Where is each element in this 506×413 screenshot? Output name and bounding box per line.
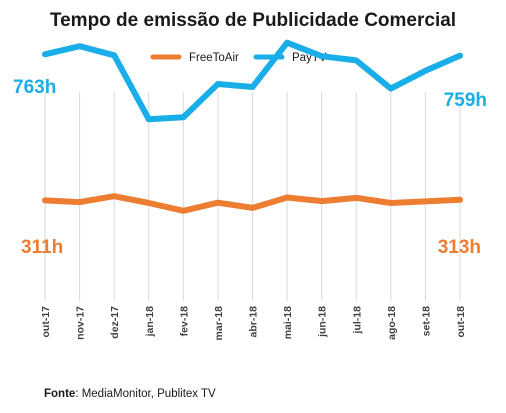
point-PayTV-jul-18 bbox=[353, 57, 359, 63]
point-PayTV-ago-18 bbox=[388, 86, 394, 92]
tick-label-jun-18: jun-18 bbox=[317, 306, 329, 338]
x-axis-ticks: out-17 nov-17 dez-17 jan-18 fev-18 mar-18 abr-… bbox=[40, 306, 467, 341]
data-label-PayTV-first: 763h bbox=[13, 77, 56, 98]
point-PayTV-mai-18 bbox=[284, 40, 290, 46]
point-FreeToAir-dez-17 bbox=[111, 193, 117, 199]
point-PayTV-dez-17 bbox=[111, 52, 117, 58]
point-FreeToAir-nov-17 bbox=[77, 199, 83, 205]
legend: FreeToAir PayTV bbox=[150, 52, 327, 64]
point-FreeToAir-out-17 bbox=[42, 197, 48, 203]
point-PayTV-out-17 bbox=[42, 51, 48, 57]
tick-label-set-18: set-18 bbox=[420, 306, 432, 337]
source-label: Fonte bbox=[44, 388, 76, 400]
tick-label-ago-18: ago-18 bbox=[386, 306, 398, 340]
point-FreeToAir-ago-18 bbox=[388, 200, 394, 206]
source-text: : MediaMonitor, Publitex TV bbox=[75, 388, 216, 400]
tick-label-nov-17: nov-17 bbox=[75, 306, 87, 340]
point-PayTV-mar-18 bbox=[215, 81, 221, 87]
tick-label-dez-17: dez-17 bbox=[109, 306, 121, 339]
tick-label-out-18: out-18 bbox=[455, 306, 467, 338]
point-FreeToAir-mar-18 bbox=[215, 200, 221, 206]
point-FreeToAir-mai-18 bbox=[284, 195, 290, 201]
tick-label-out-17: out-17 bbox=[40, 306, 52, 338]
data-label-FreeToAir-last: 313h bbox=[438, 237, 481, 258]
chart-title: Tempo de emissão de Publicidade Comercia… bbox=[49, 10, 457, 31]
point-FreeToAir-jan-18 bbox=[146, 200, 152, 206]
point-PayTV-fev-18 bbox=[180, 114, 186, 120]
source-note: Fonte: MediaMonitor, Publitex TV bbox=[44, 388, 216, 400]
point-FreeToAir-out-18 bbox=[457, 197, 463, 203]
tick-label-fev-18: fev-18 bbox=[178, 306, 190, 337]
point-FreeToAir-jul-18 bbox=[353, 195, 359, 201]
point-PayTV-set-18 bbox=[422, 68, 428, 74]
data-label-PayTV-last: 759h bbox=[444, 90, 487, 111]
data-labels: 763h 759h 311h 313h bbox=[13, 77, 487, 258]
legend-label-FreeToAir: FreeToAir bbox=[189, 52, 239, 64]
point-PayTV-abr-18 bbox=[250, 84, 255, 90]
point-PayTV-jun-18 bbox=[319, 53, 325, 59]
series-layer bbox=[42, 39, 463, 214]
tick-label-jan-18: jan-18 bbox=[144, 306, 156, 338]
point-FreeToAir-fev-18 bbox=[180, 208, 186, 214]
tick-label-jul-18: jul-18 bbox=[351, 306, 363, 335]
data-label-FreeToAir-first: 311h bbox=[21, 237, 63, 258]
tick-label-mai-18: mai-18 bbox=[282, 306, 294, 339]
point-PayTV-jan-18 bbox=[146, 116, 152, 122]
point-FreeToAir-jun-18 bbox=[319, 198, 325, 204]
point-FreeToAir-abr-18 bbox=[250, 205, 255, 211]
tick-label-mar-18: mar-18 bbox=[213, 306, 225, 341]
point-PayTV-nov-17 bbox=[77, 43, 83, 49]
point-PayTV-out-18 bbox=[457, 53, 463, 59]
point-FreeToAir-set-18 bbox=[422, 198, 428, 204]
tick-label-abr-18: abr-18 bbox=[248, 306, 260, 338]
